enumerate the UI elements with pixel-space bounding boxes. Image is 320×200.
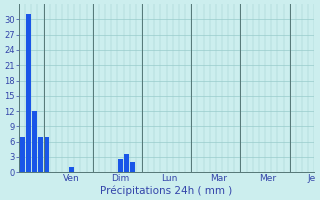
- Bar: [44, 137, 49, 172]
- Bar: [32, 111, 37, 172]
- Bar: [38, 137, 43, 172]
- Bar: [69, 167, 74, 172]
- Bar: [20, 137, 25, 172]
- Bar: [130, 162, 135, 172]
- Bar: [124, 154, 129, 172]
- Bar: [26, 14, 31, 172]
- X-axis label: Précipitations 24h ( mm ): Précipitations 24h ( mm ): [100, 185, 233, 196]
- Bar: [118, 159, 123, 172]
